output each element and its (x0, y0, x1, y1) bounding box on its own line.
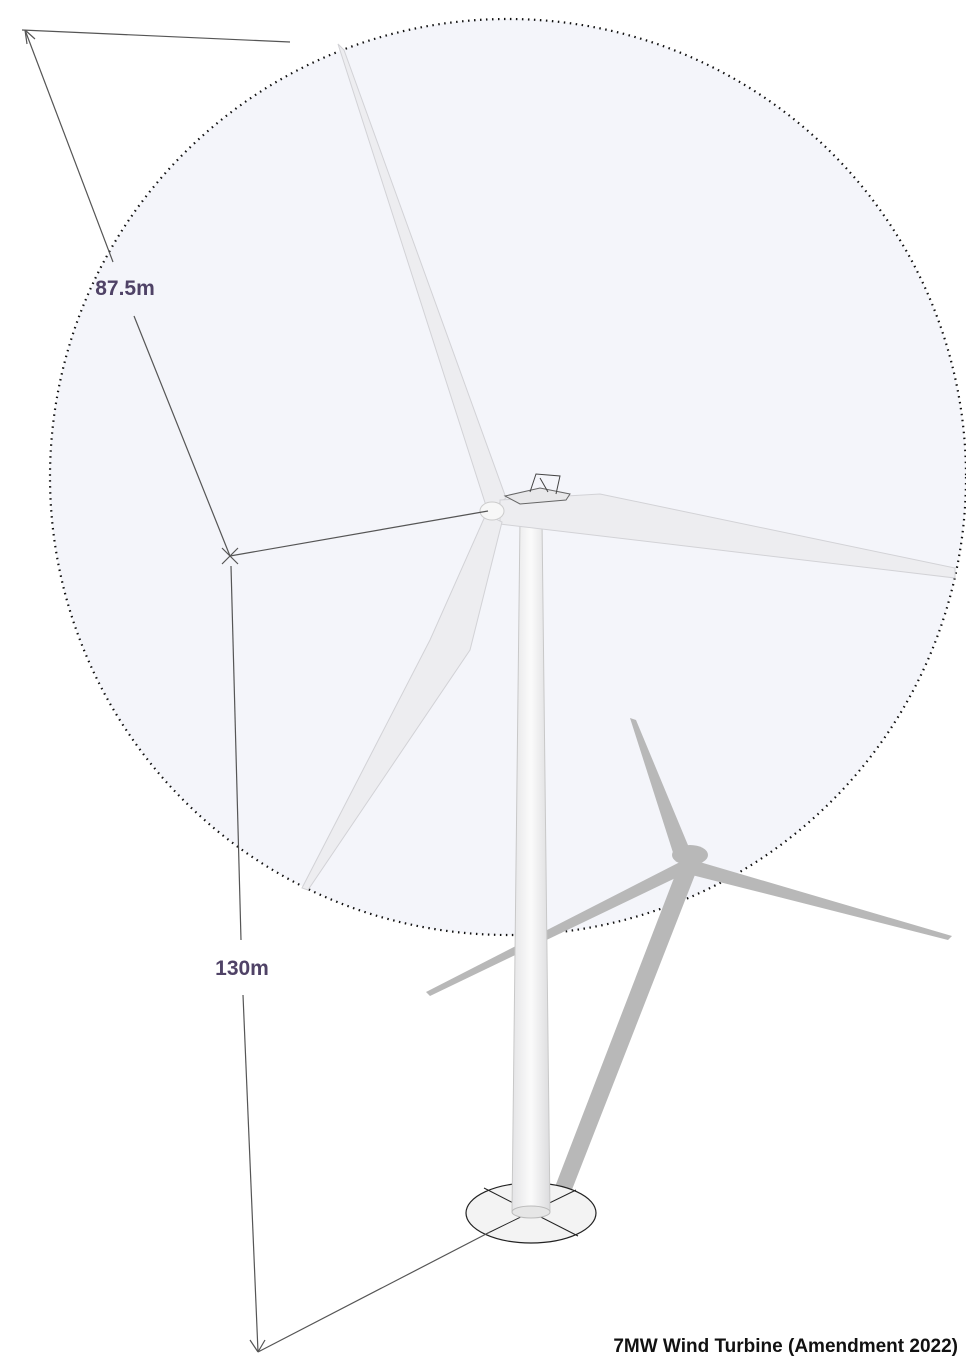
page: 87.5m 130m 7MW Wind Turbine (Amendment 2… (0, 0, 966, 1358)
caption: 7MW Wind Turbine (Amendment 2022) (613, 1336, 958, 1357)
rotor-circle (50, 19, 966, 935)
rotor-radius-label: 87.5m (95, 277, 155, 300)
turbine-diagram: 87.5m 130m 7MW Wind Turbine (Amendment 2… (0, 0, 966, 1358)
tower-base (512, 1206, 550, 1218)
hub (480, 502, 504, 520)
hub-height-label: 130m (215, 957, 269, 980)
